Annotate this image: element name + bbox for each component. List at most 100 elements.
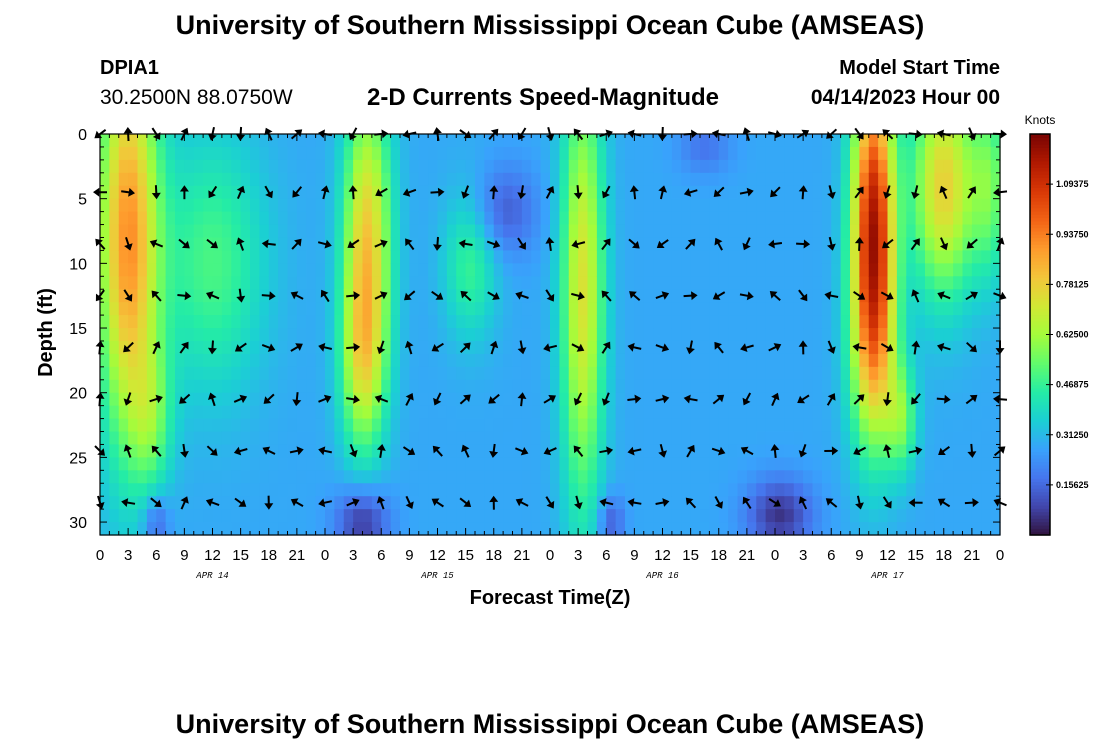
heatmap-cell bbox=[859, 250, 870, 264]
heatmap-cell bbox=[465, 302, 476, 316]
heatmap-cell bbox=[962, 340, 973, 355]
heatmap-cell bbox=[531, 172, 542, 187]
current-arrow bbox=[911, 340, 921, 355]
heatmap-cell bbox=[240, 496, 251, 510]
heatmap-cell bbox=[606, 522, 617, 536]
heatmap-cell bbox=[793, 431, 804, 446]
heatmap-cell bbox=[118, 483, 129, 497]
heatmap-cell bbox=[737, 134, 748, 148]
heatmap-cell bbox=[681, 496, 692, 510]
heatmap-cell bbox=[578, 224, 589, 239]
heatmap-cell bbox=[137, 263, 148, 277]
heatmap-cell bbox=[662, 418, 673, 433]
heatmap-cell bbox=[334, 211, 345, 226]
heatmap-cell bbox=[250, 328, 260, 342]
heatmap-cell bbox=[784, 444, 795, 458]
heatmap-cell bbox=[831, 185, 842, 200]
heatmap-cell bbox=[521, 237, 532, 252]
heatmap-cell bbox=[137, 483, 148, 497]
heatmap-cell bbox=[175, 496, 185, 510]
heatmap-cell bbox=[240, 353, 251, 368]
heatmap-cell bbox=[503, 418, 514, 433]
heatmap-cell bbox=[371, 431, 382, 446]
heatmap-cell bbox=[587, 418, 598, 433]
heatmap-cell bbox=[812, 134, 823, 148]
heatmap-cell bbox=[606, 431, 617, 446]
heatmap-cell bbox=[887, 470, 898, 484]
heatmap-cell bbox=[859, 366, 870, 381]
heatmap-cell bbox=[906, 172, 917, 187]
heatmap-cell bbox=[446, 159, 457, 174]
heatmap-cell bbox=[540, 250, 551, 264]
heatmap-cell bbox=[175, 522, 185, 536]
current-arrow bbox=[264, 185, 273, 199]
heatmap-cell bbox=[109, 328, 120, 342]
heatmap-cell bbox=[240, 172, 251, 187]
heatmap-cell bbox=[906, 250, 917, 264]
heatmap-cell bbox=[653, 328, 664, 342]
heatmap-cell bbox=[728, 379, 739, 394]
heatmap-cell bbox=[446, 263, 457, 277]
heatmap-cell bbox=[390, 263, 401, 277]
heatmap-cell bbox=[718, 198, 729, 213]
heatmap-cell bbox=[128, 444, 139, 458]
current-arrow bbox=[150, 497, 162, 508]
heatmap-cell bbox=[493, 366, 504, 381]
current-arrow bbox=[601, 341, 611, 354]
heatmap-cell bbox=[906, 302, 917, 316]
colorbar-tick-label: 0.93750 bbox=[1056, 229, 1089, 239]
heatmap-cell bbox=[709, 250, 720, 264]
heatmap-cell bbox=[503, 237, 514, 252]
current-arrow bbox=[571, 239, 586, 249]
current-arrows bbox=[93, 126, 1008, 510]
heatmap-cell bbox=[184, 185, 195, 200]
heatmap-cell bbox=[268, 211, 279, 226]
heatmap-cell bbox=[775, 470, 785, 484]
heatmap-cell bbox=[193, 418, 204, 433]
heatmap-cell bbox=[746, 315, 757, 329]
heatmap-cell bbox=[568, 405, 579, 420]
heatmap-cell bbox=[784, 276, 795, 290]
heatmap-cell bbox=[306, 470, 317, 484]
heatmap-cell bbox=[484, 237, 495, 252]
heatmap-cell bbox=[559, 224, 570, 239]
heatmap-cell bbox=[671, 431, 682, 446]
heatmap-cell bbox=[231, 211, 242, 226]
heatmap-cell bbox=[925, 483, 935, 497]
heatmap-cell bbox=[165, 172, 176, 187]
heatmap-cell bbox=[550, 405, 560, 420]
heatmap-cell bbox=[615, 509, 626, 523]
heatmap-cell bbox=[259, 431, 270, 446]
heatmap-cell bbox=[521, 146, 532, 161]
heatmap-cell bbox=[953, 159, 964, 174]
heatmap-cell bbox=[203, 315, 214, 329]
heatmap-cell bbox=[409, 392, 420, 407]
heatmap-cell bbox=[493, 509, 504, 523]
heatmap-cell bbox=[465, 392, 476, 407]
heatmap-cell bbox=[381, 509, 392, 523]
heatmap-cell bbox=[109, 366, 120, 381]
heatmap-cell bbox=[850, 211, 860, 226]
heatmap-cell bbox=[568, 315, 579, 329]
heatmap-cell bbox=[981, 340, 992, 355]
heatmap-cell bbox=[700, 405, 710, 420]
model-start-label: Model Start Time bbox=[839, 57, 1000, 79]
current-arrow bbox=[937, 291, 951, 300]
heatmap-cell bbox=[990, 353, 1001, 368]
heatmap-cell bbox=[296, 302, 307, 316]
heatmap-cell bbox=[484, 315, 495, 329]
day-label: APR 17 bbox=[870, 571, 904, 581]
heatmap-cell bbox=[859, 483, 870, 497]
heatmap-cell bbox=[578, 470, 589, 484]
heatmap-cell bbox=[137, 353, 148, 368]
heatmap-cell bbox=[643, 444, 654, 458]
heatmap-cell bbox=[221, 328, 232, 342]
heatmap-cell bbox=[962, 250, 973, 264]
current-arrow bbox=[234, 342, 247, 352]
heatmap-cell bbox=[146, 496, 157, 510]
heatmap-cell bbox=[662, 444, 673, 458]
heatmap-cell bbox=[662, 172, 673, 187]
heatmap-cell bbox=[437, 211, 448, 226]
heatmap-cell bbox=[456, 509, 467, 523]
current-arrow bbox=[236, 237, 245, 251]
